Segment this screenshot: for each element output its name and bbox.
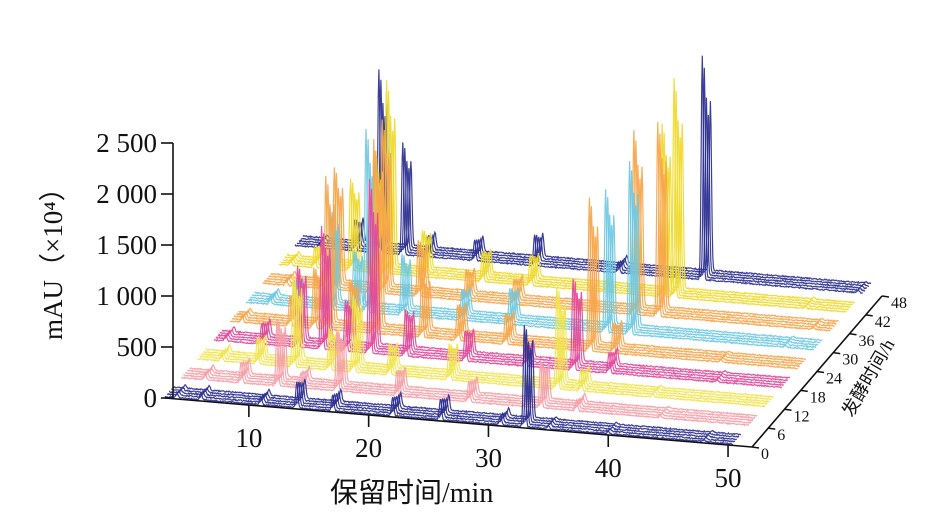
z-tick-mark [816, 370, 825, 374]
y-tick-label: 500 [117, 332, 158, 362]
series-line [187, 332, 756, 420]
z-tick-label: 12 [794, 408, 810, 425]
series-line [199, 278, 768, 405]
x-axis-line [164, 397, 753, 448]
series-12h [197, 274, 774, 408]
series-line [180, 319, 750, 427]
series-6h [180, 319, 758, 427]
x-tick-label: 50 [715, 463, 742, 493]
series-group [164, 55, 872, 446]
z-tick-mark [865, 314, 873, 317]
series-line [248, 139, 817, 349]
series-line [221, 212, 791, 380]
y-tick-label: 1 500 [96, 230, 157, 260]
z-tick-label: 0 [761, 446, 769, 463]
series-line [298, 97, 867, 290]
z-tick-label: 48 [891, 295, 907, 312]
series-line [183, 321, 752, 424]
y-axis-label: mAU（×10⁴） [38, 174, 68, 340]
series-line [197, 274, 766, 408]
z-tick-mark [833, 351, 841, 355]
z-tick-label: 42 [875, 314, 891, 331]
series-line [215, 188, 785, 387]
series-line [189, 326, 758, 417]
series-line [169, 341, 737, 441]
y-tick-label: 2 500 [96, 128, 157, 158]
z-tick-label: 6 [777, 427, 785, 444]
series-18h [213, 179, 791, 389]
z-tick-label: 24 [826, 371, 842, 388]
z-tick-mark [800, 389, 808, 393]
series-line [238, 177, 807, 361]
z-tick-mark [849, 333, 857, 336]
series-line [262, 119, 831, 332]
z-tick-label: 30 [842, 352, 858, 369]
x-tick-label: 20 [355, 433, 382, 463]
series-line [173, 340, 742, 436]
z-tick-mark [751, 446, 760, 449]
series-line [245, 128, 815, 351]
series-line [302, 100, 872, 285]
series-line [300, 114, 870, 288]
series-line [231, 150, 800, 368]
series-line [164, 325, 733, 446]
x-tick-label: 40 [595, 453, 622, 483]
y-tick-label: 2 000 [96, 179, 157, 209]
series-line [205, 288, 774, 398]
y-tick-label: 0 [144, 383, 158, 413]
z-tick-mark [768, 427, 776, 430]
z-tick-label: 36 [859, 333, 875, 350]
series-line [213, 179, 783, 389]
y-tick-label: 1 000 [96, 281, 157, 311]
z-tick-mark [881, 295, 890, 298]
series-line [270, 152, 839, 323]
series-line [203, 295, 772, 401]
z-tick-mark [784, 408, 792, 411]
x-tick-label: 30 [475, 443, 502, 473]
z-tick-label: 18 [810, 389, 826, 406]
series-line [217, 212, 786, 384]
series-line [184, 328, 754, 422]
x-tick-label: 10 [235, 423, 262, 453]
series-line [219, 224, 789, 382]
series-line [201, 289, 770, 403]
x-axis-label: 保留时间/min [330, 477, 493, 509]
series-0h [164, 325, 742, 446]
